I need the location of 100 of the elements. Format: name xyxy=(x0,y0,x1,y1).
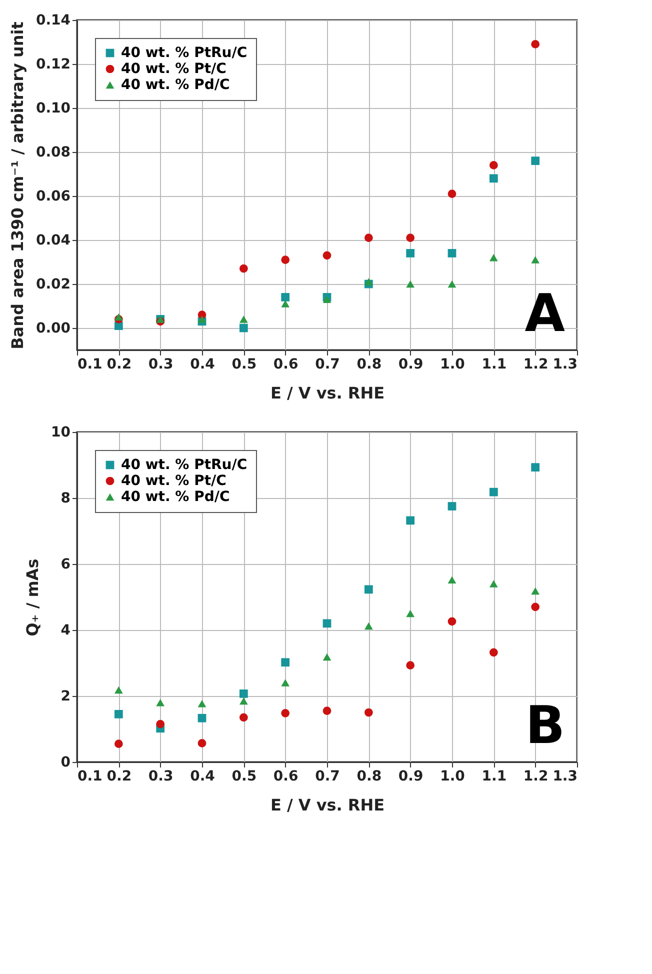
point xyxy=(156,698,165,706)
point xyxy=(239,264,248,273)
point xyxy=(406,280,415,288)
y-tick-label: 0.10 xyxy=(36,100,71,116)
y-tick-label: 6 xyxy=(60,556,70,572)
point xyxy=(281,708,290,718)
point xyxy=(406,610,415,618)
point xyxy=(322,653,332,661)
x-tick-label: 0.9 xyxy=(398,768,424,784)
x-tick-label: 1.1 xyxy=(482,768,507,784)
x-tick-label: 0.6 xyxy=(273,768,298,784)
point xyxy=(364,278,373,286)
y-axis-title: Band area 1390 cm⁻¹ / arbitrary unit xyxy=(8,21,27,350)
x-tick-label: 1.0 xyxy=(440,768,466,784)
point xyxy=(489,580,498,588)
point xyxy=(239,324,248,332)
y-tick-label: 0.06 xyxy=(36,188,70,204)
point xyxy=(156,720,165,728)
y-axis-title: Q₊ / mAs xyxy=(23,558,42,636)
y-tick-label: 0 xyxy=(60,754,71,770)
x-tick-label: 0.2 xyxy=(106,768,132,784)
point xyxy=(364,585,373,594)
point xyxy=(448,502,456,510)
point xyxy=(322,296,332,304)
point xyxy=(364,708,373,717)
legend-label: 40 wt. % Pt/C xyxy=(121,473,226,489)
point xyxy=(489,254,498,262)
point xyxy=(322,619,332,628)
y-tick-label: 0.04 xyxy=(36,232,71,248)
legend-label: 40 wt. % Pt/C xyxy=(121,61,226,77)
x-tick-label: 0.7 xyxy=(315,356,340,372)
point xyxy=(114,686,123,694)
x-tick-label: 0.8 xyxy=(356,356,382,372)
point xyxy=(198,714,206,722)
y-tick-label: 0.14 xyxy=(36,12,71,28)
point xyxy=(406,249,415,258)
legend-label: 40 wt. % PtRu/C xyxy=(121,45,248,61)
point xyxy=(239,697,248,705)
x-tick-label: 1.2 xyxy=(523,768,548,784)
x-tick-label: 0.5 xyxy=(232,768,257,784)
legend-label: 40 wt. % Pd/C xyxy=(121,489,230,505)
annotation: B xyxy=(525,696,565,756)
x-tick-label: 0.3 xyxy=(148,768,174,784)
point xyxy=(281,658,290,667)
x-tick-label: 0.1 xyxy=(78,356,102,372)
point xyxy=(114,313,123,321)
point xyxy=(489,488,498,496)
point xyxy=(489,161,498,170)
point xyxy=(364,234,373,242)
point xyxy=(531,156,540,165)
point xyxy=(322,706,332,716)
point xyxy=(198,739,206,748)
point xyxy=(406,516,415,525)
point xyxy=(448,190,456,198)
point xyxy=(114,740,123,748)
point xyxy=(448,576,456,584)
point xyxy=(364,622,373,630)
point xyxy=(531,463,540,472)
point xyxy=(448,617,456,626)
y-tick-label: 2 xyxy=(60,688,70,704)
x-tick-label: 1.3 xyxy=(552,768,578,784)
y-tick-label: 0.00 xyxy=(36,320,71,336)
annotation: A xyxy=(524,284,565,344)
x-tick-label: 1.2 xyxy=(523,356,548,372)
point xyxy=(489,648,498,657)
x-tick-label: 0.6 xyxy=(273,356,298,372)
point xyxy=(281,256,290,264)
x-tick-label: 1.3 xyxy=(552,356,578,372)
point xyxy=(531,256,540,264)
point xyxy=(239,316,248,323)
x-tick-label: 0.1 xyxy=(78,768,102,784)
point xyxy=(281,679,290,686)
x-tick-label: 0.8 xyxy=(356,768,382,784)
point xyxy=(239,690,248,698)
y-tick-label: 0.02 xyxy=(36,276,70,292)
legend-label: 40 wt. % PtRu/C xyxy=(121,457,248,473)
y-tick-label: 8 xyxy=(60,490,70,506)
point xyxy=(198,316,206,323)
x-tick-label: 0.3 xyxy=(148,356,174,372)
y-tick-label: 10 xyxy=(51,424,71,440)
point xyxy=(531,602,540,612)
point xyxy=(322,251,332,260)
point xyxy=(448,280,456,288)
point xyxy=(531,40,540,48)
x-axis-title: E / V vs. RHE xyxy=(270,796,385,814)
point xyxy=(448,249,456,258)
x-tick-label: 0.4 xyxy=(190,356,216,372)
legend-label: 40 wt. % Pd/C xyxy=(121,77,230,93)
x-tick-label: 1.0 xyxy=(440,356,466,372)
y-tick-label: 4 xyxy=(60,622,71,638)
point xyxy=(531,587,540,595)
point xyxy=(281,293,290,302)
y-tick-label: 0.08 xyxy=(36,144,70,160)
x-tick-label: 0.4 xyxy=(190,768,216,784)
x-tick-label: 0.2 xyxy=(106,356,132,372)
x-tick-label: 0.7 xyxy=(315,768,340,784)
point xyxy=(114,710,123,718)
point xyxy=(281,300,290,308)
point xyxy=(239,713,248,722)
x-tick-label: 0.5 xyxy=(232,356,257,372)
